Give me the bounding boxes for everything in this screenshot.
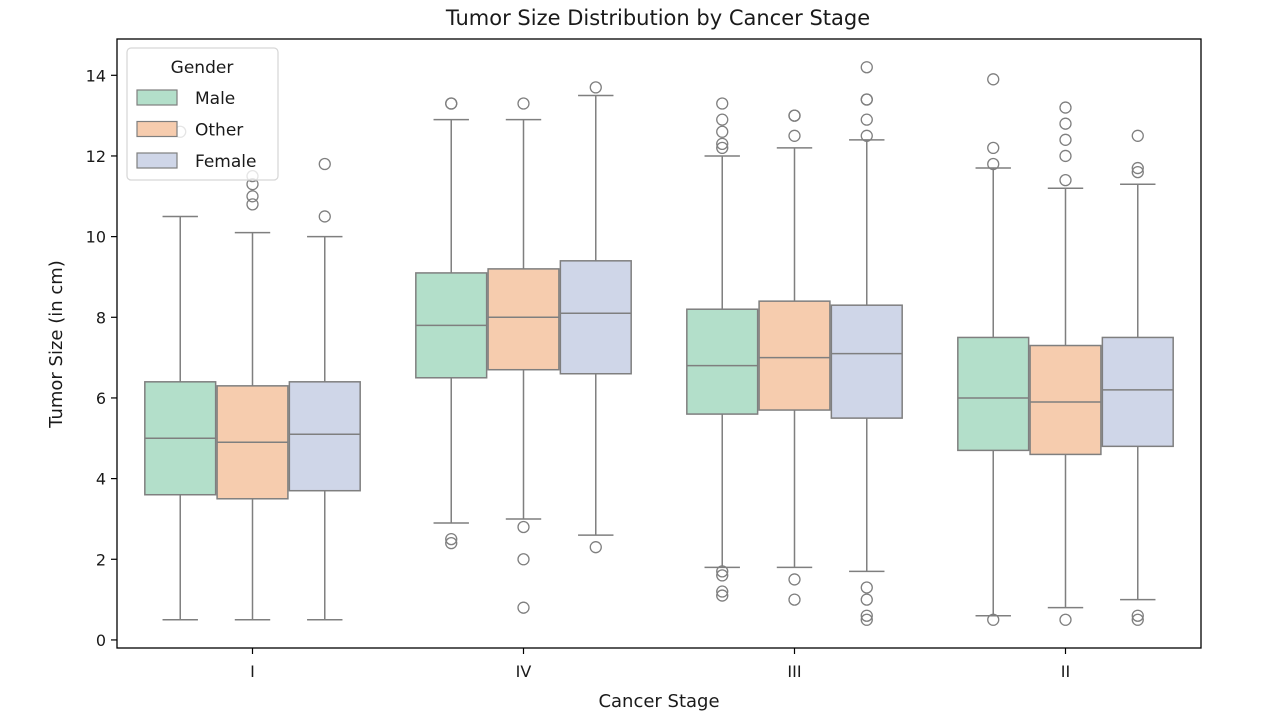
y-tick-label: 14 xyxy=(86,66,106,85)
x-axis-label: Cancer Stage xyxy=(598,691,719,712)
outlier-point xyxy=(517,520,530,534)
outlier-point xyxy=(860,113,873,126)
y-axis-label: Tumor Size (in cm) xyxy=(46,260,67,429)
outlier-point xyxy=(716,113,729,126)
box-group xyxy=(686,97,759,602)
outlier-point xyxy=(517,97,530,110)
y-tick-label: 4 xyxy=(96,470,106,489)
box-group xyxy=(216,169,289,621)
outlier-point xyxy=(716,141,729,155)
outlier-point xyxy=(589,81,602,94)
y-tick-label: 6 xyxy=(96,389,106,408)
outlier-point xyxy=(589,541,602,554)
legend-swatch xyxy=(136,120,178,138)
outlier-point xyxy=(1059,613,1072,626)
box-group xyxy=(1101,129,1174,626)
box-group xyxy=(415,97,488,550)
outlier-point xyxy=(860,609,873,622)
outlier-point xyxy=(1059,149,1072,163)
outlier-point xyxy=(318,157,331,171)
outlier-point xyxy=(716,137,729,151)
outlier-point xyxy=(716,565,729,578)
x-tick-label: III xyxy=(787,662,801,681)
legend-frame xyxy=(126,47,279,181)
box-body xyxy=(1101,336,1174,448)
legend-entry-label: Other xyxy=(195,121,243,141)
box-group xyxy=(830,61,903,626)
outlier-point xyxy=(716,125,729,138)
outlier-point xyxy=(788,593,801,606)
x-tick-label: IV xyxy=(516,662,532,681)
outlier-point xyxy=(860,129,873,142)
box-group xyxy=(758,109,831,606)
y-tick-label: 8 xyxy=(96,308,106,327)
box-body xyxy=(686,308,759,415)
outlier-point xyxy=(1059,133,1072,146)
outlier-point xyxy=(987,141,1000,155)
y-tick-label: 12 xyxy=(86,147,106,166)
outlier-point xyxy=(987,157,1000,171)
outlier-point xyxy=(246,198,259,211)
chart-title: Tumor Size Distribution by Cancer Stage xyxy=(445,6,870,30)
outlier-point xyxy=(860,61,873,74)
outlier-point xyxy=(445,532,458,546)
outlier-point xyxy=(1131,609,1144,622)
box-group xyxy=(144,125,217,621)
outlier-point xyxy=(1131,129,1144,142)
legend-swatch xyxy=(136,89,178,106)
outlier-point xyxy=(788,109,801,122)
outlier-point xyxy=(1131,161,1144,175)
legend-title: Gender xyxy=(171,58,234,78)
outlier-point xyxy=(788,573,801,586)
box-group xyxy=(1029,101,1102,626)
y-tick-label: 10 xyxy=(86,228,106,247)
box-body xyxy=(830,304,903,419)
legend-entry-label: Male xyxy=(195,89,235,109)
outlier-point xyxy=(860,93,873,106)
box-body xyxy=(487,268,560,371)
outlier-point xyxy=(860,581,873,594)
outlier-point xyxy=(445,97,458,110)
outlier-point xyxy=(860,593,873,606)
x-tick-label: II xyxy=(1061,662,1070,681)
outlier-point xyxy=(860,613,873,626)
outlier-point xyxy=(788,129,801,142)
box-body xyxy=(957,336,1030,452)
outlier-point xyxy=(716,569,729,582)
outlier-point xyxy=(1059,117,1072,130)
box-group xyxy=(288,157,361,621)
legend: Gender Male Other Female xyxy=(126,47,279,181)
outlier-point xyxy=(987,613,1000,626)
outlier-point xyxy=(1059,174,1072,187)
outlier-point xyxy=(517,601,530,614)
outlier-point xyxy=(246,190,259,203)
outlier-point xyxy=(716,585,729,598)
outlier-point xyxy=(445,536,458,550)
plot-area xyxy=(144,61,1174,626)
outlier-point xyxy=(517,553,530,566)
outlier-point xyxy=(1059,101,1072,114)
box-group xyxy=(957,73,1030,626)
outlier-point xyxy=(1131,613,1144,626)
box-body xyxy=(1029,344,1102,456)
plot-frame xyxy=(116,38,1202,649)
box-body xyxy=(758,300,831,411)
outlier-point xyxy=(987,73,1000,86)
y-tick-label: 2 xyxy=(96,550,106,569)
box-body xyxy=(559,260,632,375)
outlier-point xyxy=(1131,165,1144,179)
box-group xyxy=(559,81,632,554)
x-tick-label: I xyxy=(250,662,255,681)
outlier-point xyxy=(716,97,729,110)
outlier-point xyxy=(716,589,729,602)
box-group xyxy=(487,97,560,614)
y-tick-label: 0 xyxy=(96,631,106,650)
outlier-point xyxy=(318,210,331,223)
legend-swatch xyxy=(136,152,178,169)
box-body xyxy=(288,381,361,492)
legend-entry-label: Female xyxy=(195,152,256,172)
